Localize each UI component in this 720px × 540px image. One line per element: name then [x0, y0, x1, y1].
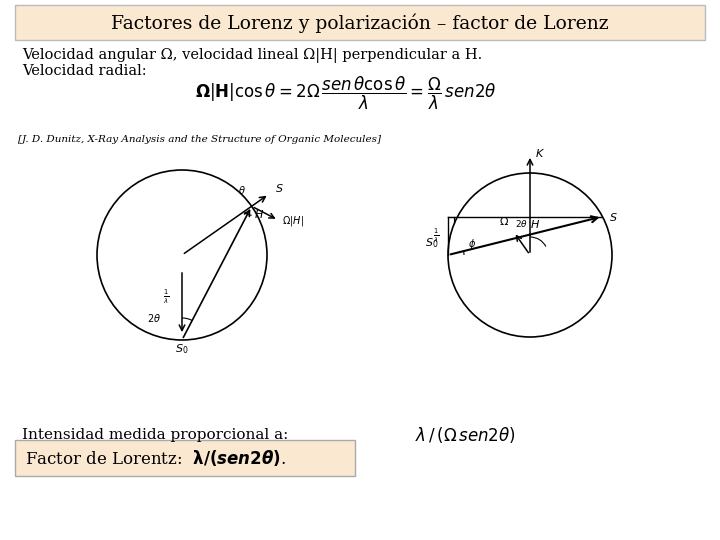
Text: $\theta$: $\theta$ — [238, 184, 246, 196]
FancyBboxPatch shape — [15, 440, 355, 476]
Text: $\phi$: $\phi$ — [468, 237, 476, 251]
Text: Velocidad radial:: Velocidad radial: — [22, 64, 147, 78]
Text: $H$: $H$ — [530, 218, 540, 230]
Text: $S_0$: $S_0$ — [425, 236, 438, 250]
Text: $S$: $S$ — [275, 182, 284, 194]
Text: [J. D. Dunitz, X-Ray Analysis and the Structure of Organic Molecules]: [J. D. Dunitz, X-Ray Analysis and the St… — [18, 135, 381, 144]
Text: $\Omega$: $\Omega$ — [499, 215, 509, 227]
Text: $\Omega|H|$: $\Omega|H|$ — [282, 214, 305, 227]
Text: Intensidad medida proporcional a:: Intensidad medida proporcional a: — [22, 428, 289, 442]
Text: $\lambda\,/\,(\Omega\,\mathit{sen}2\theta)$: $\lambda\,/\,(\Omega\,\mathit{sen}2\thet… — [415, 425, 516, 445]
Text: $S$: $S$ — [609, 211, 618, 222]
Text: Factor de Lorentz:  $\boldsymbol{\lambda/(sen2\theta)}$.: Factor de Lorentz: $\boldsymbol{\lambda/… — [25, 448, 286, 468]
Text: $\frac{1}{\lambda}$: $\frac{1}{\lambda}$ — [163, 288, 169, 306]
Text: $S_0$: $S_0$ — [175, 342, 189, 356]
Text: $\frac{1}{\lambda}$: $\frac{1}{\lambda}$ — [433, 227, 439, 245]
Text: $H$: $H$ — [253, 208, 264, 220]
Text: $2\theta$: $2\theta$ — [147, 312, 161, 324]
Text: $\mathbf{\Omega}|\mathbf{H}|\cos\theta = 2\Omega\,\dfrac{\mathit{sen}\,\theta\co: $\mathbf{\Omega}|\mathbf{H}|\cos\theta =… — [195, 75, 497, 112]
Text: $K$: $K$ — [535, 147, 545, 159]
Text: Factores de Lorenz y polarización – factor de Lorenz: Factores de Lorenz y polarización – fact… — [111, 14, 609, 33]
Text: Velocidad angular Ω, velocidad lineal Ω|H| perpendicular a H.: Velocidad angular Ω, velocidad lineal Ω|… — [22, 48, 482, 63]
FancyBboxPatch shape — [15, 5, 705, 40]
Text: $2\theta$: $2\theta$ — [516, 218, 528, 229]
